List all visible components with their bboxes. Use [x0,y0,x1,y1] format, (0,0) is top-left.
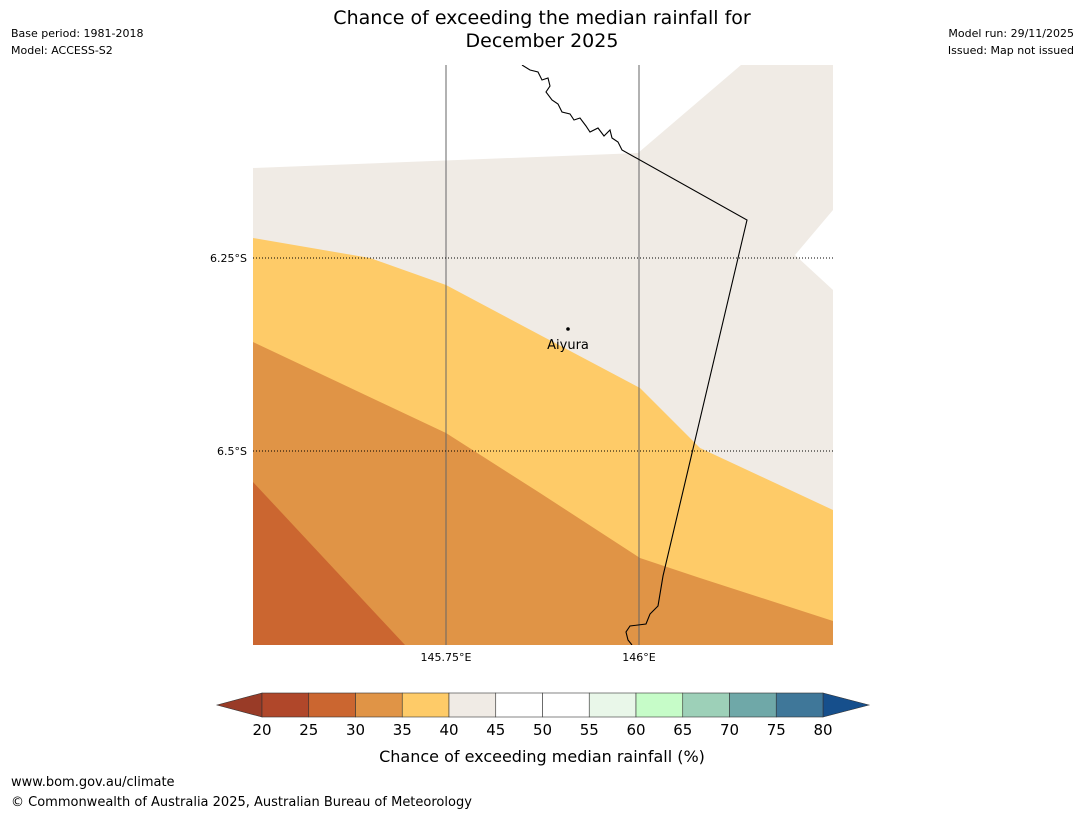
issued-status: Issued: Map not issued [947,44,1074,57]
lat-label-6-5: 6.5°S [217,445,247,458]
lon-label-146: 146°E [622,651,655,664]
legend-tick-20: 20 [252,721,271,739]
footer-url[interactable]: www.bom.gov.au/climate [11,775,175,790]
legend-swatch-30-35 [355,692,403,718]
legend-tick-70: 70 [720,721,739,739]
legend-swatch-75-80 [775,692,824,718]
legend-tick-25: 25 [299,721,318,739]
lat-label-6-25: 6.25°S [210,252,247,265]
legend-tick-65: 65 [673,721,692,739]
legend-swatch-55-60 [588,692,637,718]
legend-swatch-45-50 [495,692,543,718]
legend-tick-40: 40 [439,721,458,739]
meta-left: Base period: 1981-2018 Model: ACCESS-S2 [11,25,143,59]
legend-swatch-65-70 [682,692,730,718]
legend-over-arrow [822,692,871,718]
legend-tick-35: 35 [393,721,412,739]
meta-right: Model run: 29/11/2025 Issued: Map not is… [948,25,1074,59]
legend-tick-60: 60 [626,721,645,739]
legend-under-arrow [215,692,263,718]
map-title-line1: Chance of exceeding the median rainfall … [333,7,751,29]
legend-tick-80: 80 [813,721,832,739]
legend-tick-50: 50 [533,721,552,739]
aiyura-marker[interactable] [566,327,570,331]
legend-title: Chance of exceeding median rainfall (%) [379,747,705,766]
footer-copyright: © Commonwealth of Australia 2025, Austra… [11,795,472,810]
map-area [253,65,833,645]
legend-swatch-25-30 [308,692,356,718]
aiyura-label: Aiyura [547,338,589,353]
boundary-line [521,65,748,645]
model-name: Model: ACCESS-S2 [11,44,113,57]
lon-label-145-75: 145.75°E [421,651,472,664]
base-period: Base period: 1981-2018 [11,27,144,40]
colour-legend: 20 25 30 35 40 45 50 55 60 65 70 75 80 [215,692,871,739]
map-title-line2: December 2025 [465,30,619,52]
zone-45-55-top [253,65,405,98]
legend-swatch-20-25 [261,692,310,718]
legend-tick-45: 45 [486,721,505,739]
map-title: Chance of exceeding the median rainfall … [242,7,842,53]
legend-swatch-70-75 [729,692,777,718]
zone-30-35 [253,342,833,645]
legend-swatch-50-55 [542,692,590,718]
legend-swatch-60-65 [635,692,684,718]
legend-tick-55: 55 [580,721,599,739]
legend-tick-30: 30 [346,721,365,739]
legend-swatch-35-40 [401,692,450,718]
model-run: Model run: 29/11/2025 [948,27,1074,40]
zone-25-30 [253,482,405,645]
legend-tick-75: 75 [767,721,786,739]
legend-swatch-40-45 [448,692,497,718]
